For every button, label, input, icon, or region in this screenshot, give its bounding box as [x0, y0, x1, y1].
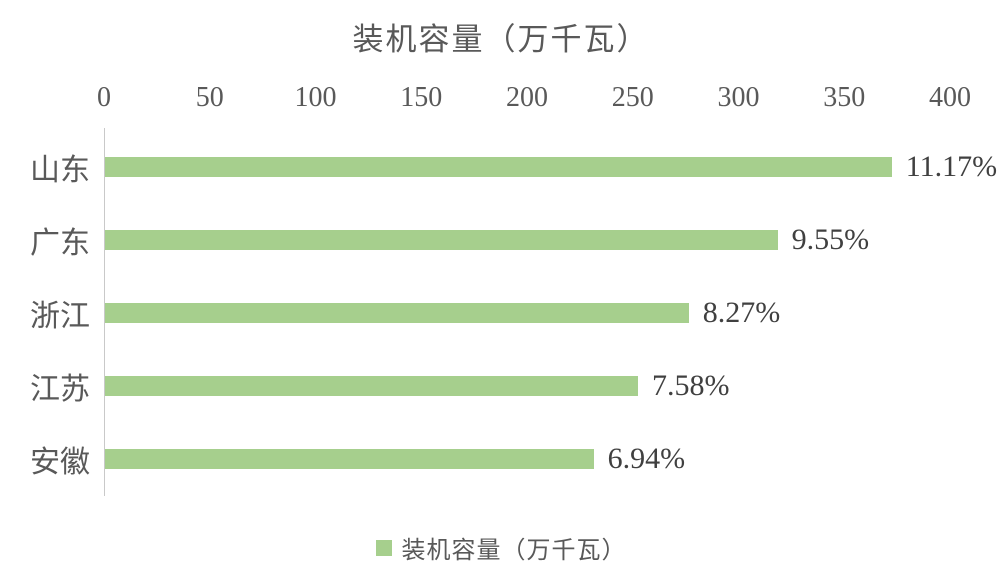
- bar: [105, 376, 638, 397]
- x-axis-tick-label: 0: [97, 82, 111, 113]
- legend-swatch: [375, 539, 392, 556]
- bar: [105, 229, 778, 250]
- value-label: 11.17%: [905, 149, 998, 183]
- legend-label: 装机容量（万千瓦）: [401, 538, 627, 564]
- bar: [105, 449, 594, 470]
- x-axis-tick-label: 400: [929, 82, 971, 113]
- value-label: 9.55%: [791, 222, 870, 256]
- y-axis-line: [104, 128, 105, 496]
- legend: 装机容量（万千瓦）: [0, 530, 1002, 565]
- bar: [105, 303, 689, 323]
- chart-title: 装机容量（万千瓦）: [352, 22, 650, 57]
- value-label: 6.94%: [607, 442, 686, 476]
- category-label: 广东: [30, 226, 90, 260]
- category-label: 浙江: [30, 300, 90, 333]
- x-axis-tick-label: 250: [611, 82, 654, 113]
- x-axis-tick-label: 350: [823, 82, 866, 113]
- category-label: 安徽: [30, 446, 90, 480]
- x-axis-tick-label: 100: [294, 82, 337, 113]
- bar: [105, 156, 892, 177]
- category-label: 山东: [30, 153, 90, 187]
- value-label: 8.27%: [702, 296, 781, 329]
- x-axis-tick-label: 150: [400, 82, 443, 113]
- x-axis-tick-label: 50: [195, 82, 224, 113]
- x-axis-tick-label: 300: [717, 82, 760, 113]
- x-axis-tick-label: 200: [506, 82, 548, 113]
- category-label: 江苏: [30, 373, 90, 407]
- value-label: 7.58%: [651, 369, 730, 403]
